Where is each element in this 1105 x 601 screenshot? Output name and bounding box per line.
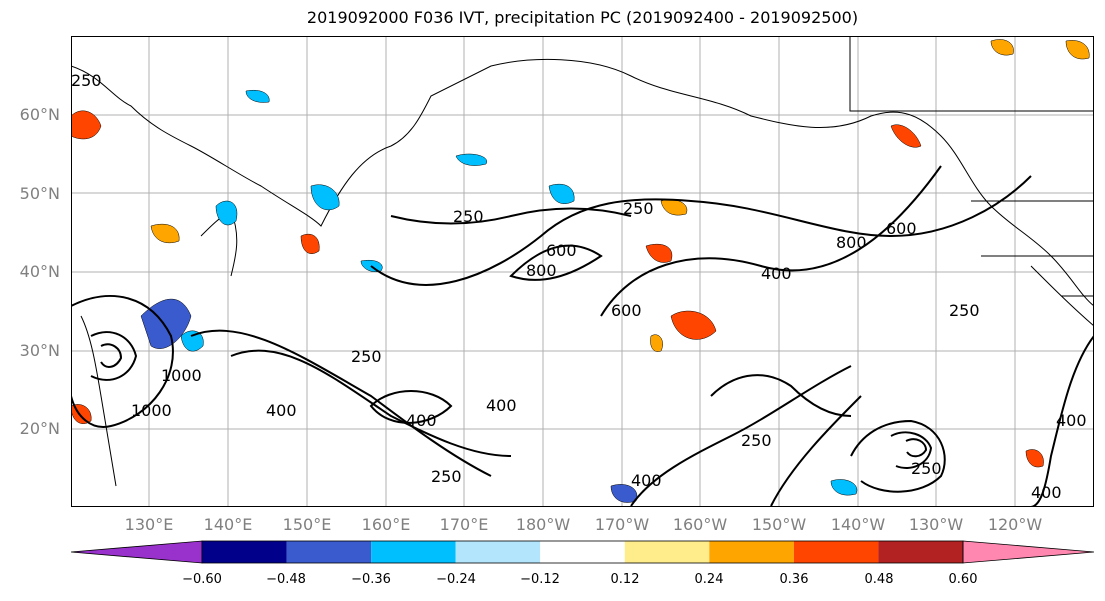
patch-negative (180, 330, 204, 352)
patch-positive (1025, 449, 1044, 468)
contour-label: 250 (351, 347, 382, 366)
patch-positive (990, 39, 1014, 56)
patch-negative (455, 153, 488, 166)
contour-label: 250 (623, 199, 654, 218)
patch-positive (650, 334, 663, 352)
lat-label: 40°N (19, 262, 60, 281)
contour-label: 250 (741, 431, 772, 450)
colorbar-segment (455, 541, 541, 563)
lon-label: 160°W (672, 515, 728, 534)
contour-label: 250 (949, 301, 980, 320)
contour-label: 400 (266, 401, 297, 420)
lon-label: 150°W (751, 515, 807, 534)
colorbar-segment (286, 541, 372, 563)
contour-labels: 250 250 250 250 250 250 250 250 400 400 … (71, 71, 1087, 502)
contour-label: 1000 (131, 401, 172, 420)
map-panel: 250 250 250 250 250 250 250 250 400 400 … (71, 36, 1094, 507)
lat-label: 30°N (19, 341, 60, 360)
patch-negative (215, 200, 238, 226)
patch-positive (300, 233, 320, 254)
contour-label: 250 (431, 467, 462, 486)
lat-label: 60°N (19, 105, 60, 124)
colorbar (71, 540, 1094, 564)
lat-label: 50°N (19, 184, 60, 203)
contour-label: 250 (911, 459, 942, 478)
contour-label: 400 (1031, 483, 1062, 502)
patch-positive (150, 223, 180, 244)
contour-label: 800 (836, 233, 867, 252)
colorbar-segment (202, 541, 287, 563)
patch-positive (645, 243, 673, 263)
patch-positive (890, 124, 922, 148)
contour-label: 600 (546, 241, 577, 260)
lon-label: 120°W (987, 515, 1043, 534)
colorbar-tick: −0.48 (266, 572, 306, 587)
patch-negative (830, 479, 858, 496)
ivt-contours (71, 165, 1094, 507)
colorbar-segment (962, 540, 1094, 564)
contour-label: 250 (71, 71, 102, 90)
lon-label: 180°W (515, 515, 571, 534)
patch-positive (71, 110, 102, 140)
contour-label: 400 (406, 411, 437, 430)
contour-label: 250 (453, 207, 484, 226)
colorbar-segment (624, 541, 710, 563)
contour-label: 600 (611, 301, 642, 320)
lon-label: 130°E (124, 515, 174, 534)
colorbar-tick: −0.36 (351, 572, 391, 587)
contour-label: 800 (526, 261, 557, 280)
lon-label: 130°W (908, 515, 964, 534)
colorbar-tick: −0.12 (520, 572, 560, 587)
colorbar-tick: −0.60 (182, 572, 222, 587)
contour-label: 1000 (161, 366, 202, 385)
colorbar-tick: 0.24 (694, 572, 724, 587)
contour-label: 400 (631, 471, 662, 490)
colorbar-segment (540, 541, 625, 563)
lon-label: 140°E (203, 515, 253, 534)
patch-negative (548, 183, 575, 204)
contour-label: 600 (886, 219, 917, 238)
lat-label: 20°N (19, 419, 60, 438)
colorbar-tick: 0.60 (948, 572, 978, 587)
contour-label: 400 (1056, 411, 1087, 430)
patch-positive (1065, 40, 1090, 60)
contour-label: 400 (486, 396, 517, 415)
patch-negative (610, 484, 638, 503)
patch-positive (670, 310, 717, 340)
lon-label: 170°W (594, 515, 650, 534)
colorbar-segment (709, 541, 794, 563)
colorbar-segment (878, 541, 963, 563)
patch-negative (310, 184, 340, 211)
colorbar-segment (71, 540, 203, 564)
gridlines (71, 36, 1094, 507)
lon-label: 170°E (439, 515, 489, 534)
colorbar-tick: 0.12 (610, 572, 640, 587)
colorbar-tick: −0.24 (436, 572, 476, 587)
plot-title: 2019092000 F036 IVT, precipitation PC (2… (306, 8, 859, 27)
lon-label: 160°E (361, 515, 411, 534)
colorbar-tick: 0.48 (864, 572, 894, 587)
colorbar-tick: 0.36 (779, 572, 809, 587)
lon-label: 150°E (282, 515, 332, 534)
lon-label: 140°W (830, 515, 886, 534)
patch-negative (245, 90, 270, 103)
colorbar-segment (793, 541, 879, 563)
colorbar-outline (201, 540, 964, 564)
colorbar-segment (371, 541, 456, 563)
contour-label: 400 (761, 264, 792, 283)
